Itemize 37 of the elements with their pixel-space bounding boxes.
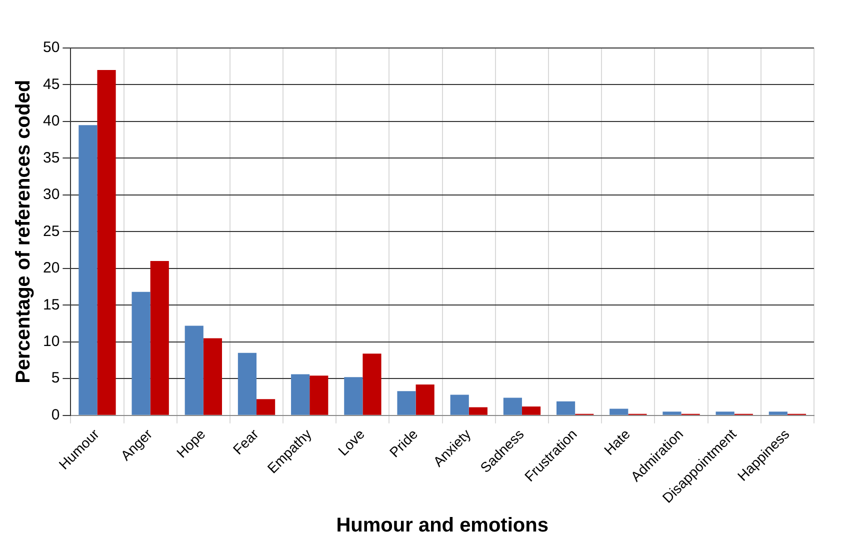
- bar: [344, 377, 363, 415]
- bar: [310, 376, 328, 415]
- x-tick-label: Hate: [600, 426, 634, 458]
- bar: [503, 398, 522, 415]
- bar: [397, 391, 416, 415]
- bar: [768, 412, 788, 415]
- y-tick-label: 40: [42, 112, 60, 130]
- y-tick-label: 0: [51, 406, 60, 424]
- bar: [450, 394, 469, 415]
- bar: [416, 384, 434, 415]
- bar: [132, 292, 150, 415]
- y-tick-label: 35: [42, 149, 60, 166]
- y-axis-title: Percentage of references coded: [12, 80, 35, 384]
- x-axis-title: Humour and emotions: [336, 514, 548, 537]
- y-tick-label: 30: [42, 186, 60, 204]
- y-tick-label: 50: [42, 39, 60, 56]
- y-tick-label: 5: [51, 370, 60, 387]
- bar: [291, 374, 310, 415]
- bar: [78, 125, 98, 415]
- bar: [203, 338, 222, 415]
- bar: [522, 406, 541, 415]
- bar: [150, 261, 169, 415]
- bar: [97, 70, 116, 415]
- bar: [716, 412, 734, 415]
- y-tick-label: 45: [42, 76, 60, 93]
- bar: [184, 326, 204, 415]
- y-tick-label: 25: [42, 222, 60, 240]
- y-tick-label: 20: [42, 260, 60, 277]
- y-tick-label: 10: [42, 333, 60, 350]
- bar: [662, 412, 682, 415]
- bar: [610, 408, 628, 415]
- y-tick-label: 15: [42, 296, 60, 314]
- bar: [238, 352, 257, 415]
- bar: [556, 401, 576, 415]
- bar: [256, 399, 276, 415]
- bar: [468, 407, 488, 415]
- bar: [362, 354, 382, 415]
